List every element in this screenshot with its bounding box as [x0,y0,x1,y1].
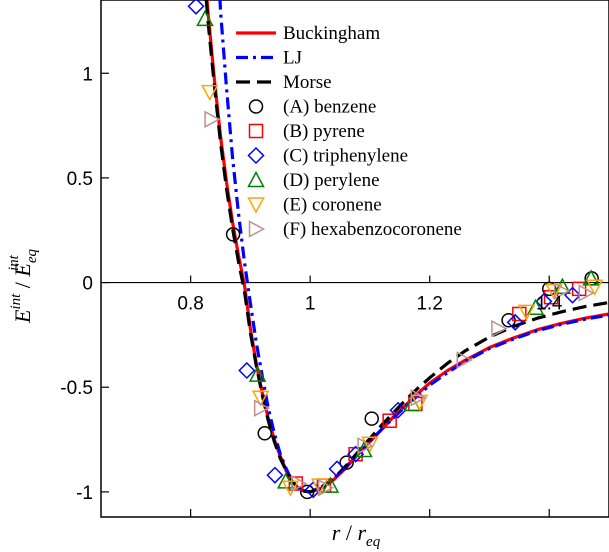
x-tick-label: 1.2 [416,294,442,315]
data-point-c-triphenylene [506,313,524,331]
data-point-a-benzene [364,411,379,426]
data-point-d-perylene [582,269,600,286]
data-point-c-triphenylene [389,401,407,419]
data-point-f-hexabenzocoronene [553,282,571,300]
legend-marker [247,170,265,188]
data-point-d-perylene [248,365,267,382]
curve-layer [204,0,609,494]
x-tick-label: 0.8 [177,294,203,315]
data-point-e-coronene [517,304,536,321]
data-point-a-benzene [299,484,315,500]
legend-label: (B) pyrene [283,121,365,142]
legend-marker [247,146,265,165]
series-line-buckingham [205,0,609,494]
series-line-lj [218,0,609,494]
data-point-e-coronene [251,390,270,407]
data-point-e-coronene [361,436,379,453]
data-point-c-triphenylene [187,0,205,15]
legend-label: Morse [283,72,332,93]
data-point-e-coronene [585,279,604,296]
y-tick-label: 1 [82,64,93,85]
legend-item-b-pyrene: (B) pyrene [248,121,365,142]
x-tick-label: 1 [305,294,316,315]
y-axis-label: Eint / Eeqint [6,248,40,324]
legend-marker [248,123,264,139]
series-line-morse [204,0,609,494]
data-point-b-pyrene [288,476,304,491]
legend-label: (D) perylene [283,170,380,191]
data-point-e-coronene [201,84,219,102]
data-point-e-coronene [310,478,329,495]
data-point-f-hexabenzocoronene [357,437,374,455]
legend-label: (F) hexabenzocoronene [283,219,462,240]
data-point-f-hexabenzocoronene [456,351,473,369]
legend-marker [247,197,265,214]
legend-item-buckingham: Buckingham [236,23,380,44]
data-point-d-perylene [196,9,214,27]
x-axis-label: r / req [332,520,381,550]
legend-label: LJ [283,48,302,69]
data-point-f-hexabenzocoronene [578,284,595,302]
data-point-f-hexabenzocoronene [317,478,335,497]
legend-item-c-triphenylene: (C) triphenylene [247,146,408,167]
data-point-a-benzene [257,426,273,441]
y-tick-label: 0.5 [67,169,93,190]
legend: Buckingham LJ Morse (A) benzene (B) pyrene (C… [236,23,462,240]
legend-label: Buckingham [283,23,380,44]
data-point-c-triphenylene [238,361,256,380]
legend-item-lj: LJ [236,48,302,69]
y-tick-label: -0.5 [60,378,93,399]
data-point-f-hexabenzocoronene [253,399,271,417]
data-point-b-pyrene [382,413,397,428]
data-point-f-hexabenzocoronene [290,474,308,493]
data-point-f-hexabenzocoronene [204,110,221,129]
data-point-c-triphenylene [535,292,553,310]
legend-item-morse: Morse [236,72,332,93]
data-point-e-coronene [281,480,300,497]
y-tick-label: -1 [76,483,93,504]
plot-frame [100,0,609,518]
legend-item-f-hexabenzocoronene: (F) hexabenzocoronene [248,219,462,240]
legend-marker [248,99,264,114]
legend-item-a-benzene: (A) benzene [248,97,376,118]
marker-layer [187,0,604,500]
legend-marker [248,220,266,238]
data-point-c-triphenylene [266,466,284,484]
y-tick-label: 0 [82,274,93,295]
data-point-a-benzene [225,227,241,242]
data-point-c-triphenylene [328,460,346,478]
data-point-f-hexabenzocoronene [491,319,508,338]
legend-label: (C) triphenylene [283,146,408,167]
legend-item-d-perylene: (D) perylene [247,170,380,191]
x-tick-label: 1.4 [536,294,563,315]
data-point-a-benzene [339,455,354,470]
legend-item-e-coronene: (E) coronene [247,195,382,216]
legend-label: (E) coronene [283,195,382,216]
plot-border [100,0,609,518]
data-point-d-perylene [355,440,373,458]
data-point-f-hexabenzocoronene [410,388,427,407]
tick-layer: 0.8 1 1.2 1.4 1 0.5 0 -0.5 -1 [60,64,563,517]
legend-label: (A) benzene [283,97,376,118]
data-point-d-perylene [526,298,545,315]
